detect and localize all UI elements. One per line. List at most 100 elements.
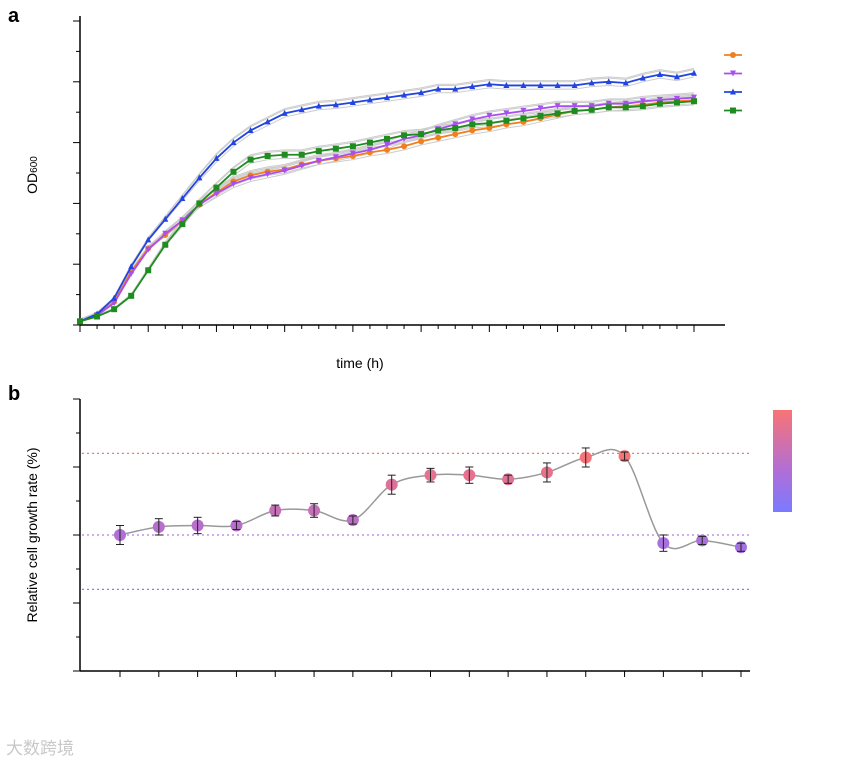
data-point [145,246,152,253]
data-point [537,112,544,119]
data-point [469,121,476,128]
data-point [94,313,101,320]
panel-b-plot [73,398,792,677]
data-point [401,143,408,150]
panel-b-ylabel: Relative cell growth rate (%) [24,447,40,622]
data-point [230,139,237,146]
data-point [435,134,442,141]
data-point [691,98,697,105]
fit-curve [119,448,742,550]
data-point [730,52,736,58]
data-point [571,81,578,88]
data-point [639,74,646,81]
ylabel-main: OD [24,173,40,194]
data-point [145,236,152,243]
data-point [179,221,186,228]
data-point [366,139,373,146]
data-point [128,270,135,277]
data-point [588,79,595,86]
data-point [486,125,493,132]
data-point [730,107,736,114]
data-point [384,94,390,101]
series-line-cy1 [79,96,695,323]
colorbar [773,410,792,512]
data-point [554,81,561,88]
data-point [349,143,356,150]
data-point [622,104,629,111]
data-point [503,110,510,117]
data-point [298,162,305,169]
data-point [452,131,459,138]
data-point [452,85,459,92]
data-point [435,127,442,134]
data-point [384,146,390,153]
data-point [673,99,680,106]
replicate-trace [79,97,695,322]
replicate-trace [79,76,695,320]
data-point [673,95,680,102]
data-point [452,121,459,128]
data-point [213,154,220,161]
data-point [486,112,493,119]
data-point [213,184,220,191]
data-point [520,81,527,88]
data-point [469,116,476,123]
data-point [111,300,118,307]
data-point [162,215,169,222]
data-point [730,70,736,77]
data-point [315,157,322,164]
data-point [520,107,527,114]
data-point [111,294,118,301]
data-point [622,79,629,86]
data-point [384,142,390,149]
ylabel-subscript: 600 [29,156,40,173]
data-point [418,131,425,138]
data-point [315,102,322,109]
data-point [588,106,595,113]
panel-a-plot [73,16,742,332]
data-point [418,89,425,96]
data-point [554,110,561,117]
data-point [486,80,493,87]
data-point [128,292,135,299]
panel-a-xlabel: time (h) [336,355,383,371]
data-point [264,118,271,125]
series-line-cy18 [79,72,695,323]
data-point [298,151,305,158]
data-point [571,103,578,110]
data-point [537,81,544,88]
data-point [656,71,663,78]
data-point [247,126,254,133]
data-point [588,103,595,110]
data-point [656,97,663,104]
data-point [605,104,612,111]
data-point [622,100,629,107]
data-point [452,125,459,132]
data-point [673,73,680,80]
panel-a-ylabel: OD600 [24,156,40,194]
data-point [349,98,356,105]
data-point [691,69,697,76]
data-point [213,190,220,197]
data-point [639,103,646,110]
replicate-trace [79,67,695,322]
data-point [128,263,135,270]
data-point [247,156,254,163]
data-point [162,241,169,248]
data-point [503,81,510,88]
data-point [349,150,356,157]
data-point [332,101,339,108]
data-point [281,109,288,116]
data-point [503,117,510,124]
data-point [179,195,186,202]
data-point [656,100,663,107]
data-point [571,107,578,114]
data-point [537,105,544,112]
data-point [230,168,237,175]
data-point [264,171,271,178]
data-point [179,217,186,224]
data-point [332,145,339,152]
data-point [281,167,288,174]
